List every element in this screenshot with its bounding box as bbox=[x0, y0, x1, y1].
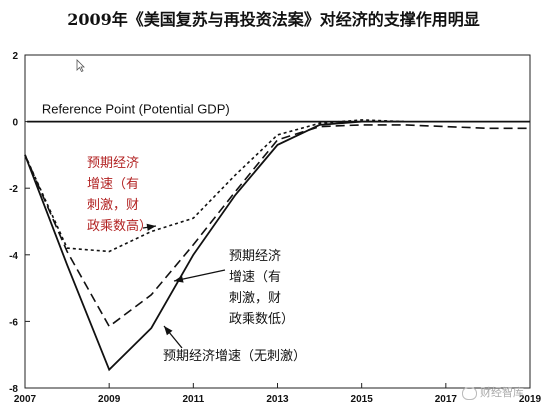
cursor-icon bbox=[76, 59, 85, 73]
series-line-0 bbox=[24, 119, 404, 253]
x-axis: 2007 2009 2011 2013 2015 2017 2019 bbox=[14, 383, 542, 405]
arrowhead bbox=[174, 275, 184, 283]
series-label-1: 预期经济 bbox=[229, 249, 281, 264]
series-label-0: 预期经济 bbox=[87, 156, 139, 171]
watermark: 财经智库 bbox=[462, 384, 524, 400]
arrowhead bbox=[164, 326, 173, 336]
series-label-1: 刺激，财 bbox=[229, 291, 281, 306]
series-label-0: 政乘数高） bbox=[87, 218, 152, 234]
series-label-0: 刺激，财 bbox=[87, 198, 139, 213]
y-axis: 2 0 -2 -4 -6 -8 bbox=[9, 51, 30, 395]
series-label-2: 预期经济增速（无刺激） bbox=[163, 349, 306, 364]
arrowhead bbox=[146, 223, 156, 231]
y-tick-label: -4 bbox=[9, 251, 18, 262]
wechat-icon bbox=[462, 386, 477, 400]
series-label-1: 增速（有 bbox=[229, 270, 281, 285]
annotation-layer: 预期经济增速（有刺激，财政乘数高）预期经济增速（有刺激，财政乘数低）预期经济增速… bbox=[87, 156, 306, 364]
x-tick-label: 2013 bbox=[266, 394, 289, 405]
x-tick-label: 2009 bbox=[98, 394, 121, 405]
series-line-2 bbox=[24, 120, 404, 372]
y-tick-label: 0 bbox=[12, 118, 18, 129]
x-tick-label: 2007 bbox=[14, 394, 37, 405]
series-layer bbox=[24, 119, 530, 372]
x-tick-label: 2011 bbox=[182, 394, 204, 405]
x-tick-label: 2017 bbox=[435, 394, 458, 405]
x-tick-label: 2015 bbox=[351, 394, 374, 405]
x-tick-label: 2019 bbox=[519, 394, 542, 405]
y-tick-label: -8 bbox=[9, 384, 18, 395]
watermark-text: 财经智库 bbox=[480, 386, 524, 399]
y-tick-label: -6 bbox=[9, 317, 18, 328]
y-tick-label: -2 bbox=[9, 184, 18, 195]
y-tick-label: 2 bbox=[12, 51, 18, 62]
series-label-0: 增速（有 bbox=[87, 177, 139, 192]
reference-line-label: Reference Point (Potential GDP) bbox=[42, 102, 230, 117]
chart-title: 2009年《美国复苏与再投资法案》对经济的支撑作用明显 bbox=[67, 10, 480, 29]
series-label-1: 政乘数低） bbox=[229, 312, 294, 327]
